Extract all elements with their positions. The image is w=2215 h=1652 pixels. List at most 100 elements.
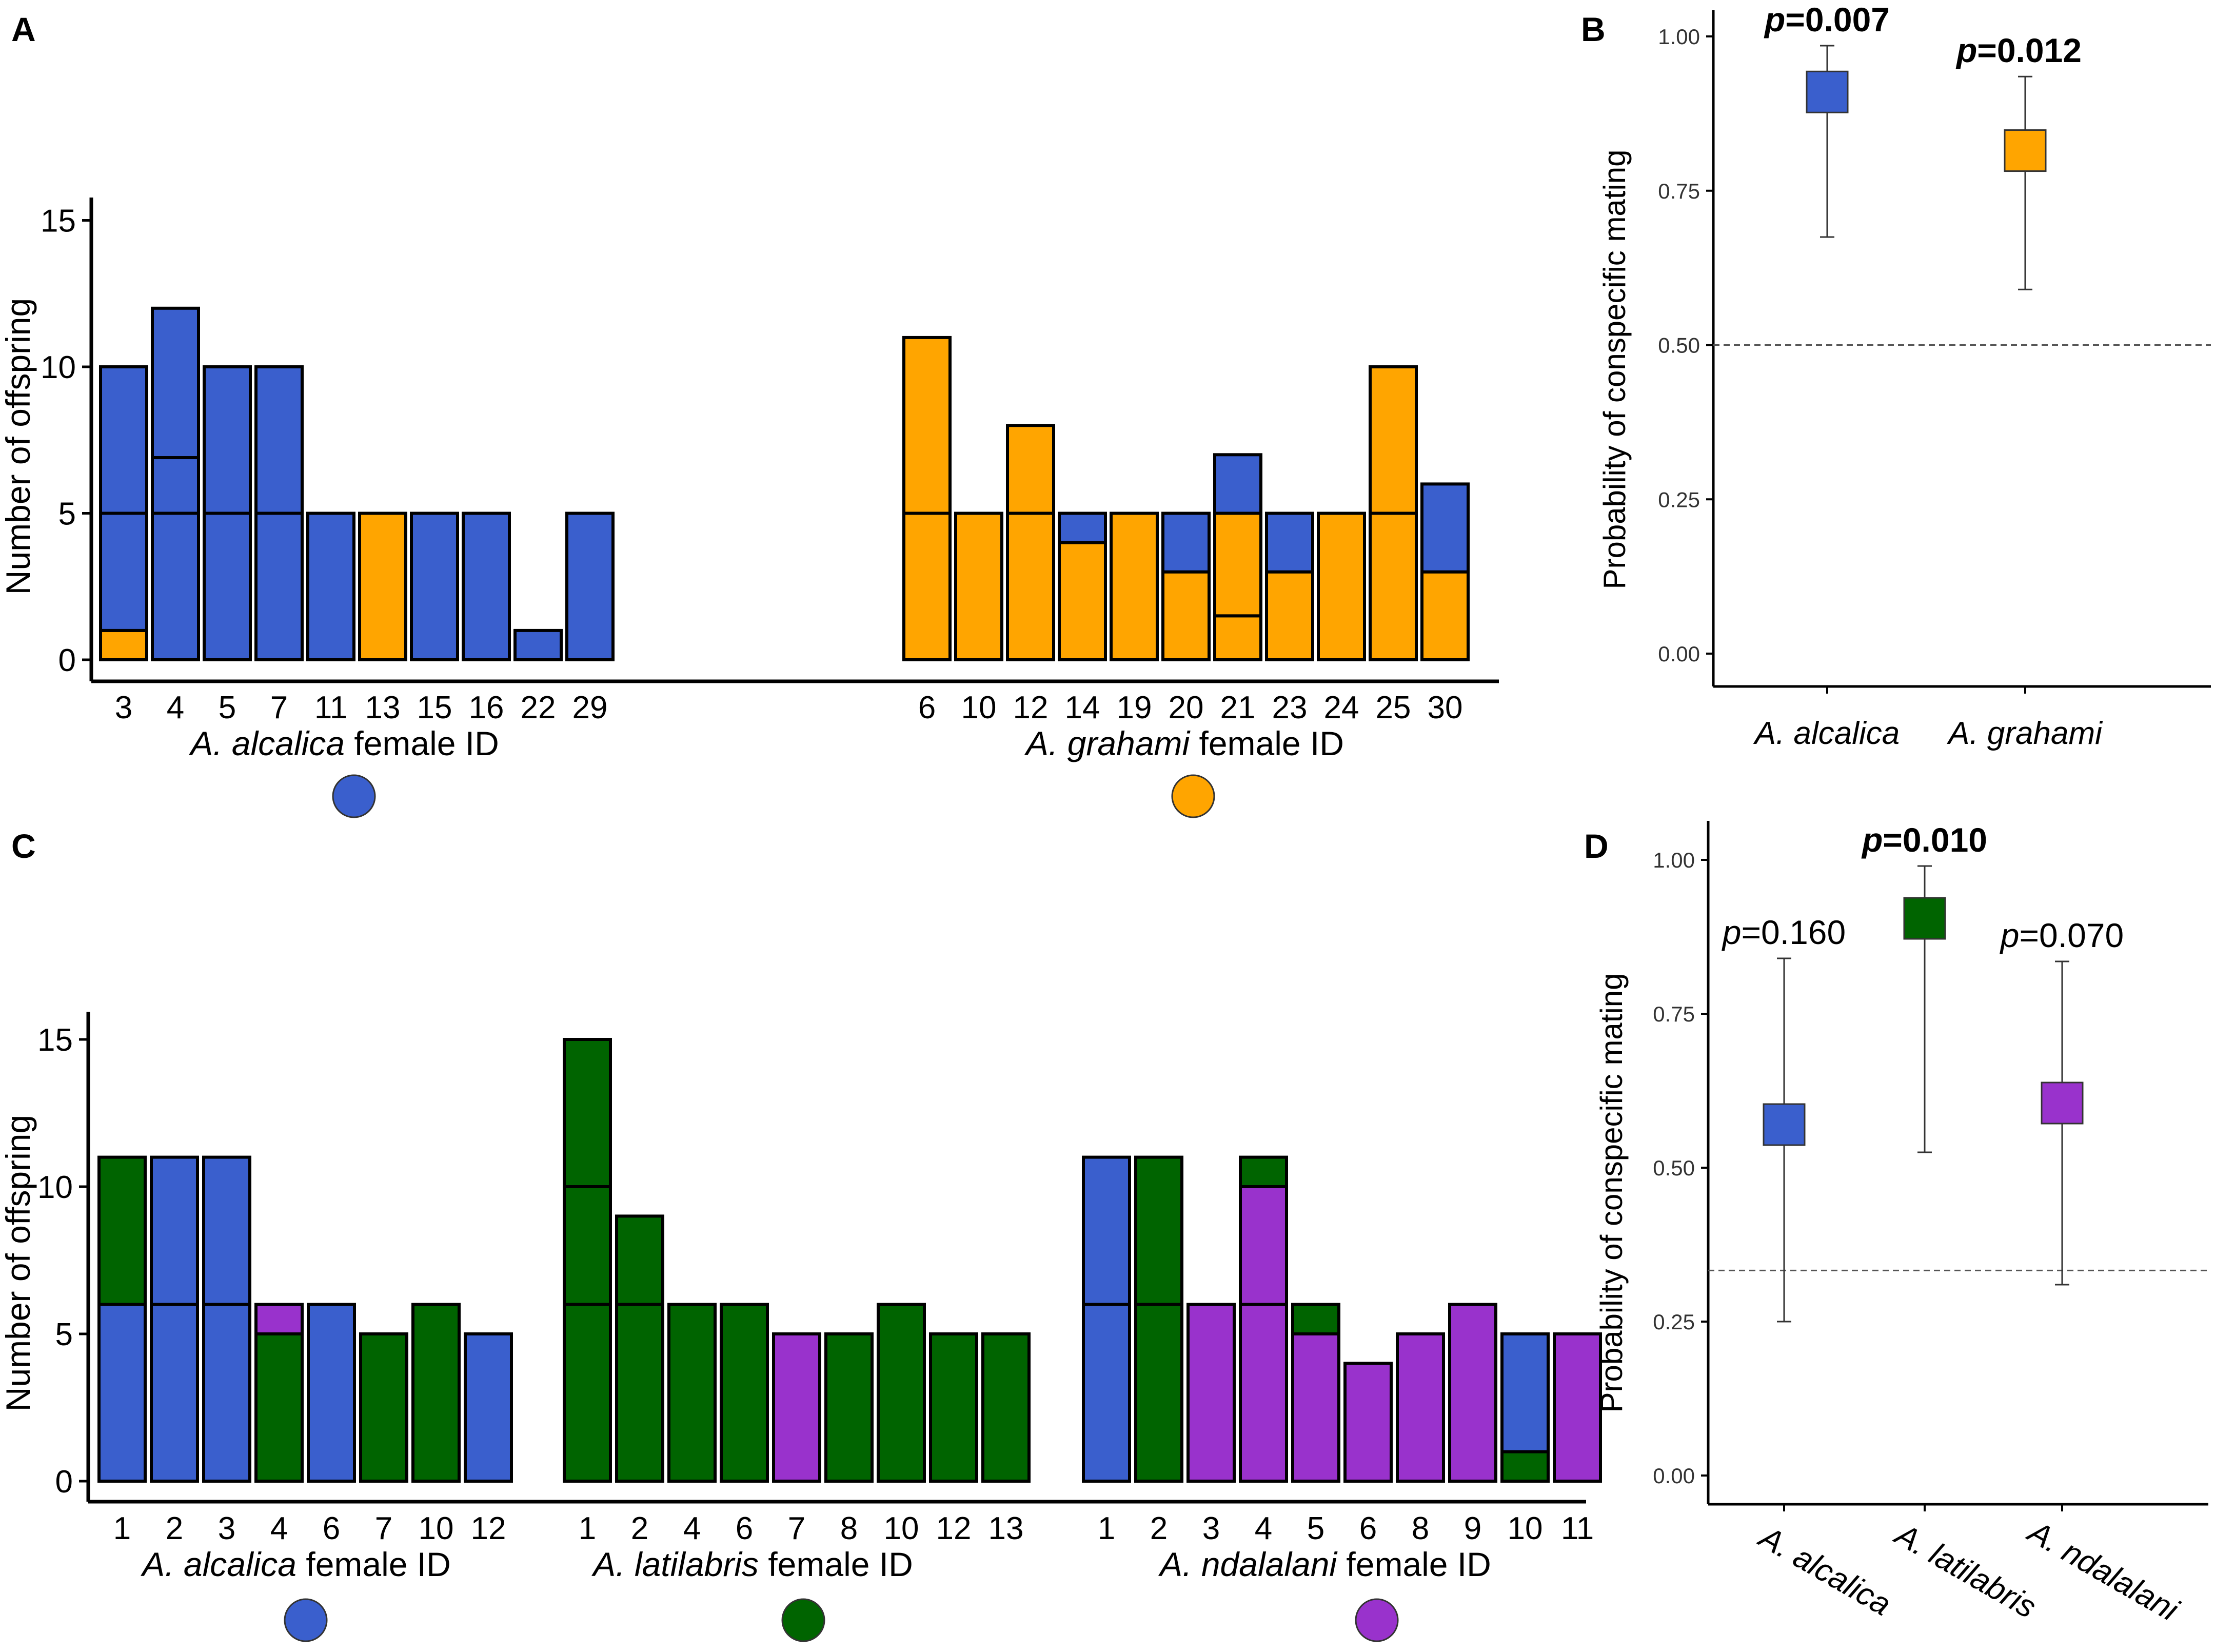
y-tick-label: 0.00 <box>1653 1464 1695 1488</box>
p-value-label: p=0.070 <box>2000 916 2124 954</box>
bar-segment <box>565 512 615 661</box>
bar-segment <box>1213 453 1262 515</box>
bar <box>877 1303 926 1483</box>
y-tick-label: 10 <box>37 1170 73 1205</box>
p-value-symbol: p <box>1955 31 1977 69</box>
bar <box>513 628 563 662</box>
bar-segment <box>1161 570 1211 661</box>
bar-segment <box>615 1214 664 1306</box>
x-tick-label: 5 <box>219 690 236 725</box>
bar-segment <box>254 1332 304 1483</box>
group-axis-title: A. alcalica female ID <box>188 724 499 762</box>
point-estimate-marker <box>1806 70 1849 113</box>
bar-segment <box>981 1332 1031 1483</box>
x-tick-label: 9 <box>1464 1511 1481 1546</box>
bar <box>307 1303 356 1483</box>
bar <box>929 1332 978 1483</box>
bar <box>358 512 407 661</box>
bar-segment <box>1006 424 1055 515</box>
bar-segment <box>1369 512 1418 661</box>
group-axis-title: A. latilabris female ID <box>591 1545 913 1583</box>
p-value-label: p=0.160 <box>1722 913 1846 951</box>
x-tick-label: 10 <box>884 1511 919 1546</box>
y-tick-label: 0.50 <box>1653 1156 1695 1180</box>
bar-segment <box>563 1185 612 1306</box>
bar-segment <box>772 1332 821 1483</box>
bar-segment <box>99 365 148 515</box>
y-axis-title: Number of offspring <box>0 1115 37 1411</box>
bar-segment <box>462 512 511 661</box>
bar-segment <box>720 1303 769 1483</box>
bar-segment <box>202 1303 251 1483</box>
point-estimate-marker <box>2041 1081 2084 1125</box>
bar <box>1058 512 1107 661</box>
bar <box>902 336 952 661</box>
x-tick-label: 2 <box>631 1511 648 1546</box>
p-value-number: =0.007 <box>1785 1 1890 38</box>
x-tick-label: 20 <box>1169 690 1204 725</box>
bar-segment <box>513 628 563 662</box>
x-tick-label: 3 <box>218 1511 235 1546</box>
x-tick-label: 11 <box>314 690 347 725</box>
bar-segment <box>929 1332 978 1483</box>
x-tick-label: 25 <box>1376 690 1411 725</box>
bar-segment <box>1239 1185 1288 1306</box>
bar-segment <box>1265 570 1314 661</box>
group-axis-title-rest: female ID <box>1337 1545 1491 1583</box>
bar-segment <box>99 512 148 632</box>
bar-segment <box>358 512 407 661</box>
p-value-symbol: p <box>1861 821 1883 859</box>
bar <box>954 512 1003 661</box>
p-value-number: =0.160 <box>1742 913 1846 951</box>
bar-segment <box>1082 1303 1131 1483</box>
x-tick-label: 13 <box>365 690 401 725</box>
bar-segment <box>1291 1303 1340 1336</box>
bar-segment <box>877 1303 926 1483</box>
species-legend-dot <box>1171 774 1215 818</box>
x-tick-label: 7 <box>375 1511 392 1546</box>
bar-segment <box>99 628 148 662</box>
p-value-symbol: p <box>1722 913 1742 951</box>
group-axis-title-species: A. alcalica <box>188 724 345 762</box>
panel-letter: B <box>1581 10 1606 48</box>
p-value-number: =0.070 <box>2020 916 2124 954</box>
bar-segment <box>1369 365 1418 515</box>
y-tick-label: 0 <box>55 1464 73 1500</box>
panel-letter: C <box>11 827 36 865</box>
panel-letter: A <box>11 10 36 48</box>
x-tick-label: 12 <box>471 1511 506 1546</box>
bar-segment <box>667 1303 717 1483</box>
y-axis-title: Probability of conspecific mating <box>1597 149 1632 589</box>
x-tick-label: A. grahami <box>1946 716 2103 751</box>
bar <box>1291 1303 1340 1483</box>
bar-segment <box>203 365 252 515</box>
x-tick-label: 2 <box>1150 1511 1168 1546</box>
x-tick-label: A. alcalica <box>1753 716 1900 751</box>
y-tick-label: 0.25 <box>1658 487 1700 512</box>
species-legend-dot <box>781 1598 825 1642</box>
species-legend-dot <box>1355 1598 1399 1642</box>
bar-segment <box>254 1303 304 1336</box>
x-tick-label: 10 <box>961 690 997 725</box>
bar-segment <box>1110 512 1159 661</box>
y-tick-label: 15 <box>37 1022 73 1058</box>
bar <box>99 365 148 662</box>
bar-segment <box>410 512 459 661</box>
bar <box>772 1332 821 1483</box>
bar <box>254 365 304 661</box>
y-tick-label: 0.75 <box>1653 1002 1695 1026</box>
x-tick-label: 6 <box>323 1511 340 1546</box>
y-tick-label: 0.75 <box>1658 179 1700 203</box>
x-tick-label: 4 <box>270 1511 288 1546</box>
bar-segment <box>97 1303 147 1483</box>
bar <box>1396 1332 1445 1483</box>
bar-segment <box>1134 1155 1183 1306</box>
bar <box>1369 365 1418 661</box>
bar-segment <box>1213 614 1262 661</box>
bar-segment <box>306 512 355 661</box>
y-axis-title: Probability of conspecific mating <box>1594 973 1629 1412</box>
bar <box>1239 1155 1288 1483</box>
bar <box>202 1155 251 1483</box>
group-axis-title-rest: female ID <box>296 1545 451 1583</box>
